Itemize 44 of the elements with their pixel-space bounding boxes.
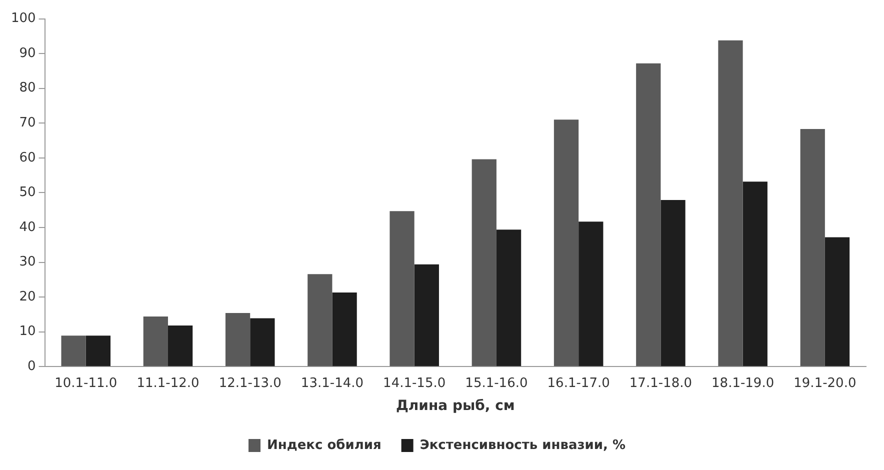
bar [824,237,850,366]
x-tick-label: 16.1-17.0 [547,376,610,391]
x-tick-label: 15.1-16.0 [465,376,528,391]
x-tick-label: 19.1-20.0 [794,376,856,391]
y-tick-label: 60 [19,150,36,166]
bar [225,313,250,366]
legend-label: Индекс обилия [266,438,382,453]
bar [168,326,193,366]
bar [61,336,86,366]
y-tick-label: 0 [28,358,36,374]
bar [414,264,439,366]
bar [578,222,604,366]
y-tick-label: 20 [19,289,36,304]
x-axis-title: Длина рыб, см [396,398,515,414]
bar [554,120,579,366]
x-tick-label: 17.1-18.0 [629,376,692,391]
bar [800,129,825,366]
y-tick-label: 50 [19,185,36,200]
bar [636,63,661,366]
x-tick-label: 12.1-13.0 [218,376,282,391]
y-tick-label: 40 [19,220,36,235]
x-tick-label: 13.1-14.0 [300,376,364,391]
x-tick-label: 11.1-12.0 [136,376,200,391]
bar [332,292,357,366]
legend-label: Экстенсивность инвазии, % [420,438,626,453]
bar [143,316,168,366]
bar [742,182,768,366]
bar [308,274,332,366]
bar [250,318,275,366]
bar [86,336,111,366]
bar [390,211,414,366]
bar [660,200,686,366]
y-tick-label: 90 [19,46,36,61]
y-tick-label: 30 [19,254,36,270]
y-tick-label: 10 [19,324,36,340]
y-tick-label: 80 [19,80,36,96]
bar [496,230,522,366]
x-tick-label: 10.1-11.0 [54,376,118,391]
y-tick-label: 70 [19,116,36,131]
y-tick-label: 100 [10,11,36,26]
x-tick-label: 14.1-15.0 [383,376,446,391]
bar [718,40,743,366]
bar [472,159,496,366]
x-tick-label: 18.1-19.0 [712,376,774,391]
